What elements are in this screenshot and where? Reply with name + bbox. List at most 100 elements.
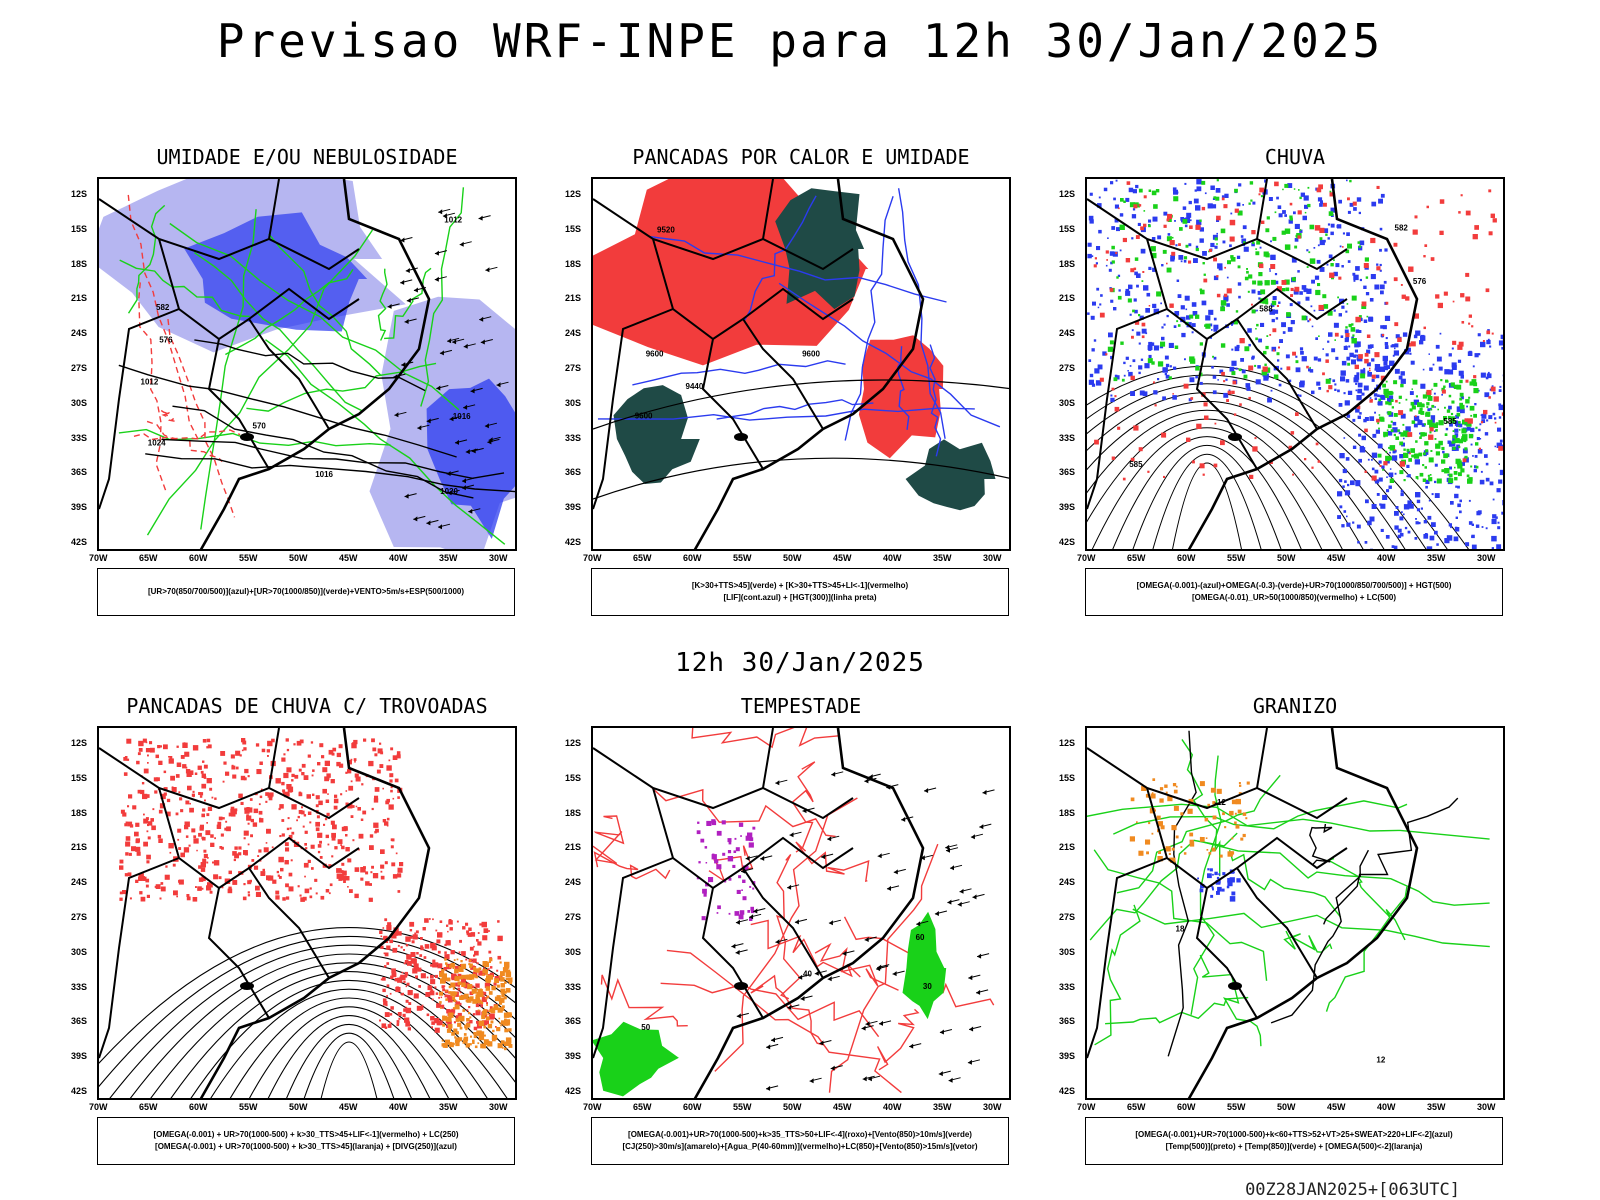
country-borders bbox=[99, 728, 360, 1059]
longitude-tick-label: 45W bbox=[833, 553, 852, 563]
contour-label: 30 bbox=[923, 982, 932, 991]
longitude-tick-label: 45W bbox=[1327, 553, 1346, 563]
pressure-contour bbox=[194, 339, 426, 392]
latitude-tick-label: 36S bbox=[1059, 467, 1076, 478]
panel-5-title: TEMPESTADE bbox=[740, 694, 862, 718]
precipitable-water-contour bbox=[691, 728, 840, 749]
precipitable-water-contour bbox=[791, 761, 816, 853]
longitude-tick-label: 30W bbox=[1477, 553, 1496, 563]
contour-label: 60 bbox=[916, 933, 925, 942]
humidity-low-contour bbox=[119, 259, 250, 318]
temp850-contour bbox=[1181, 739, 1221, 877]
contour-label: 50 bbox=[641, 1023, 650, 1032]
panel-4-title: PANCADAS DE CHUVA C/ TROVOADAS bbox=[126, 694, 488, 718]
latitude-tick-label: 21S bbox=[565, 842, 582, 853]
contour-label: 9600 bbox=[802, 349, 820, 358]
legend-line: [OMEGA(-0.001) + UR>70(1000-500) + k>30_… bbox=[155, 1142, 457, 1151]
longitude-tick-label: 60W bbox=[1177, 1102, 1196, 1112]
latitude-tick-label: 27S bbox=[71, 912, 88, 922]
longitude-tick-label: 50W bbox=[289, 1102, 308, 1112]
run-info-label: 00Z28JAN2025+[063UTC] bbox=[1245, 1180, 1460, 1200]
precipitable-water-contour bbox=[593, 815, 625, 865]
latitude-tick-label: 33S bbox=[1059, 432, 1076, 443]
longitude-tick-label: 70W bbox=[89, 1102, 108, 1112]
longitude-tick-label: 40W bbox=[1377, 553, 1396, 563]
forecast-time-label: 12h 30/Jan/2025 bbox=[675, 648, 925, 678]
longitude-tick-label: 35W bbox=[1427, 553, 1446, 563]
latitude-tick-label: 39S bbox=[1059, 502, 1076, 513]
longitude-tick-label: 35W bbox=[1427, 1102, 1446, 1112]
precipitable-water-contour bbox=[750, 919, 861, 978]
latitude-tick-label: 27S bbox=[565, 912, 582, 922]
contour-label: 40 bbox=[803, 969, 812, 978]
longitude-tick-label: 55W bbox=[239, 553, 258, 563]
lif-contour bbox=[897, 188, 946, 439]
panel-4-map bbox=[97, 726, 517, 1100]
latitude-tick-label: 42S bbox=[1059, 1086, 1076, 1096]
longitude-tick-label: 30W bbox=[1477, 1102, 1496, 1112]
latitude-tick-label: 27S bbox=[1059, 363, 1076, 373]
latitude-tick-label: 21S bbox=[1059, 293, 1076, 304]
precipitable-water-contour bbox=[828, 843, 939, 1093]
thickness-contour bbox=[146, 420, 223, 463]
precipitable-water-contour bbox=[750, 974, 823, 1046]
latitude-tick-label: 30S bbox=[1059, 397, 1076, 408]
longitude-tick-label: 65W bbox=[1127, 553, 1146, 563]
latitude-tick-label: 18S bbox=[71, 807, 88, 818]
contour-label: -12 bbox=[1214, 798, 1226, 807]
lif-contour bbox=[650, 236, 947, 303]
thickness-contour bbox=[138, 282, 167, 491]
latitude-tick-label: 12S bbox=[565, 189, 582, 199]
latitude-tick-label: 39S bbox=[565, 1051, 582, 1062]
latitude-tick-label: 12S bbox=[71, 738, 88, 748]
page-title: Previsao WRF-INPE para 12h 30/Jan/2025 bbox=[216, 14, 1384, 68]
longitude-tick-label: 65W bbox=[633, 553, 652, 563]
storm-speckle bbox=[119, 738, 404, 902]
longitude-tick-label: 50W bbox=[783, 553, 802, 563]
longitude-tick-label: 65W bbox=[139, 1102, 158, 1112]
latitude-tick-label: 21S bbox=[71, 842, 88, 853]
latitude-tick-label: 39S bbox=[565, 502, 582, 513]
contour-label: 582 bbox=[1395, 224, 1409, 233]
latitude-tick-label: 18S bbox=[565, 807, 582, 818]
latitude-tick-label: 15S bbox=[71, 772, 88, 783]
lagoon-mark bbox=[240, 982, 254, 990]
latitude-tick-label: 27S bbox=[71, 363, 88, 373]
temp850-contour bbox=[1199, 954, 1262, 1047]
coastline bbox=[693, 179, 925, 549]
thickness-contour bbox=[127, 194, 199, 440]
panel-5-map: 40 50 30 60 bbox=[591, 726, 1011, 1100]
longitude-tick-label: 40W bbox=[389, 553, 408, 563]
longitude-tick-label: 35W bbox=[933, 1102, 952, 1112]
legend-line: [OMEGA(-0.001)+UR>70(1000-500)+k<60+TTS>… bbox=[1135, 1130, 1453, 1139]
latitude-tick-label: 33S bbox=[565, 981, 582, 992]
lagoon-mark bbox=[1228, 982, 1242, 990]
latitude-tick-label: 24S bbox=[565, 328, 582, 339]
latitude-tick-label: 18S bbox=[1059, 807, 1076, 818]
precipitable-water-contour bbox=[600, 974, 688, 1027]
temp850-contour bbox=[1094, 904, 1141, 1046]
longitude-tick-label: 40W bbox=[1377, 1102, 1396, 1112]
longitude-tick-label: 55W bbox=[733, 553, 752, 563]
humidity-low-contour bbox=[268, 233, 382, 377]
latitude-tick-label: 24S bbox=[1059, 877, 1076, 888]
temp500-contour bbox=[1323, 797, 1459, 925]
thickness-contour bbox=[167, 318, 236, 518]
latitude-tick-label: 24S bbox=[1059, 328, 1076, 339]
temp850-contour bbox=[1203, 841, 1490, 906]
temp500-contour bbox=[1167, 730, 1197, 1057]
longitude-tick-label: 35W bbox=[439, 553, 458, 563]
longitude-tick-label: 70W bbox=[89, 553, 108, 563]
latitude-tick-label: 30S bbox=[71, 397, 88, 408]
contour-label: 1012 bbox=[444, 215, 462, 224]
precipitable-water-contour bbox=[660, 982, 880, 1038]
legend-line: [LIF](cont.azul) + [HGT(300)](linha pret… bbox=[723, 593, 877, 602]
legend-line: [Temp(500)](preto) + [Temp(850)](verde) … bbox=[1165, 1142, 1423, 1151]
wind-vectors bbox=[731, 771, 995, 1091]
temp850-contour bbox=[1228, 850, 1342, 918]
panel-6-title: GRANIZO bbox=[1252, 694, 1338, 718]
panel-2-map: 9600 9600 9600 9520 9440 bbox=[591, 177, 1011, 551]
contour-label: 1024 bbox=[148, 438, 166, 447]
latitude-tick-label: 18S bbox=[1059, 258, 1076, 269]
latitude-tick-label: 24S bbox=[71, 877, 88, 888]
